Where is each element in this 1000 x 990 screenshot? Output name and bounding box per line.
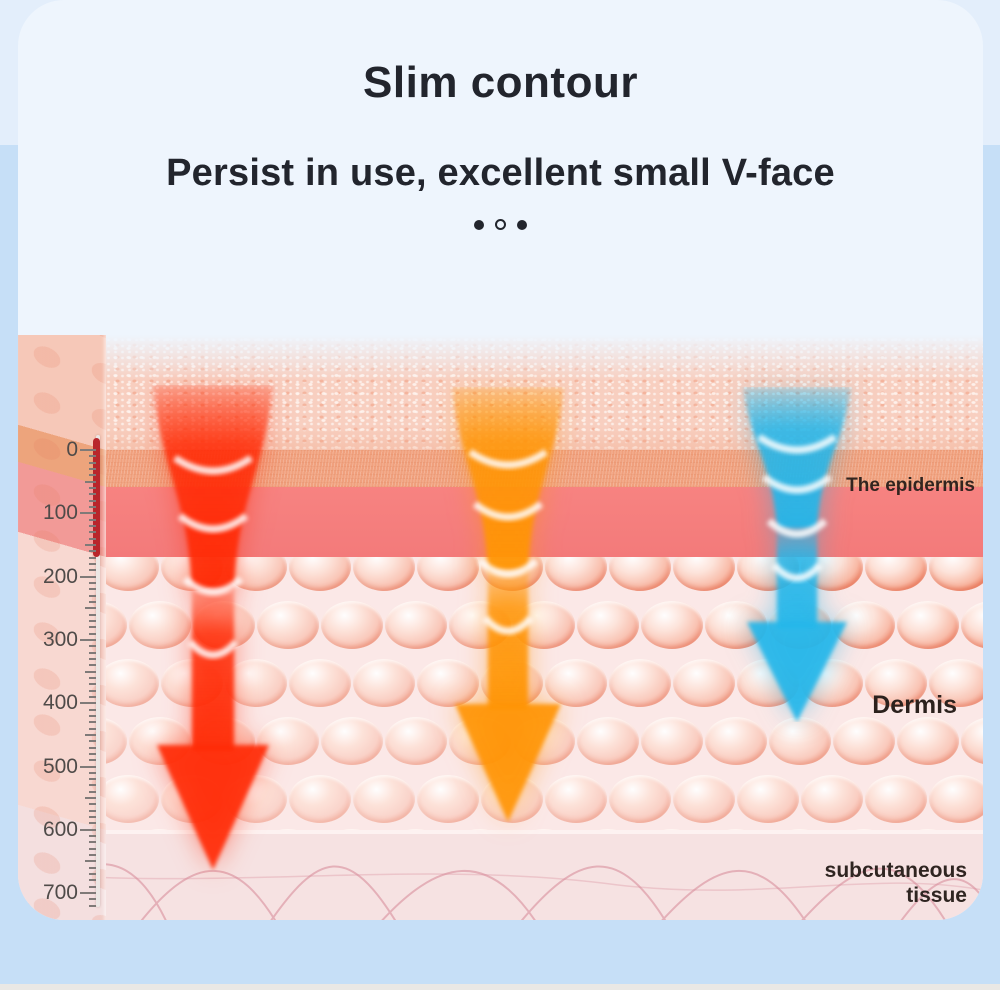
dermis-cell	[257, 601, 319, 649]
dermis-cell	[929, 659, 983, 707]
dermis-cell	[801, 775, 863, 823]
dermis-cell	[257, 717, 319, 765]
dermis-cell	[225, 659, 287, 707]
page-title: Slim contour	[363, 58, 638, 107]
dermis-cell	[929, 775, 983, 823]
blue-energy-arrow	[743, 387, 851, 722]
dermis-cell	[897, 601, 959, 649]
dermis-cell	[961, 717, 983, 765]
dermis-cell	[577, 601, 639, 649]
subcutaneous-label-line2: tissue	[906, 884, 967, 907]
dermis-cell	[961, 601, 983, 649]
dermis-cell	[129, 829, 191, 830]
dermis-cell	[97, 775, 159, 823]
open-dot-icon	[495, 219, 506, 230]
dermis-cell	[705, 717, 767, 765]
orange-energy-arrow	[452, 387, 564, 822]
dermis-cell	[609, 659, 671, 707]
dermis-cell	[833, 717, 895, 765]
dermis-cell	[577, 717, 639, 765]
dermis-cell	[97, 659, 159, 707]
dermis-cell	[897, 829, 959, 830]
page-subtitle: Persist in use, excellent small V-face	[166, 152, 835, 194]
dermis-cell	[129, 601, 191, 649]
dermis-cell	[865, 659, 927, 707]
dermis-cell	[833, 829, 895, 830]
dermis-cell	[353, 659, 415, 707]
dermis-label: Dermis	[872, 691, 957, 719]
dermis-cell	[321, 601, 383, 649]
dermis-cell	[385, 829, 447, 830]
subcutaneous-label: subcutaneous tissue	[825, 858, 967, 908]
cube-side-face	[18, 335, 106, 920]
content-card: Slim contour Persist in use, excellent s…	[18, 0, 983, 920]
dermis-cell	[577, 829, 639, 830]
subcutaneous-label-line1: subcutaneous	[824, 859, 967, 882]
dermis-cell	[417, 659, 479, 707]
dermis-cell	[673, 659, 735, 707]
dermis-cell	[641, 601, 703, 649]
dermis-cell	[769, 829, 831, 830]
dermis-cell	[385, 717, 447, 765]
dermis-cell	[641, 829, 703, 830]
skin-cross-section-diagram: 0 100 200 300 400 500 600 700	[18, 335, 983, 920]
dermis-cell	[609, 775, 671, 823]
subcutaneous-layer	[18, 830, 983, 920]
separator-dots	[18, 219, 983, 230]
dermis-cell	[353, 557, 415, 591]
dermis-cell	[609, 557, 671, 591]
dermis-cell	[897, 717, 959, 765]
dermis-cell	[449, 829, 511, 830]
dermis-cell	[673, 775, 735, 823]
dermis-cell	[865, 775, 927, 823]
dermis-cell	[289, 659, 351, 707]
filled-dot-icon	[517, 219, 527, 230]
epidermis-label: The epidermis	[846, 475, 975, 496]
dermis-cell	[929, 557, 983, 591]
dermis-cell	[769, 717, 831, 765]
background-bottom-strip	[0, 984, 1000, 990]
dermis-cell	[289, 557, 351, 591]
dermis-cell	[321, 717, 383, 765]
dermis-cell	[353, 775, 415, 823]
red-energy-arrow	[153, 385, 273, 870]
dermis-cell	[737, 775, 799, 823]
dermis-cell	[289, 775, 351, 823]
dermis-cell	[321, 829, 383, 830]
dermis-cell	[513, 829, 575, 830]
dermis-cell	[545, 659, 607, 707]
dermis-cell	[257, 829, 319, 830]
dermis-cell	[961, 829, 983, 830]
dermis-cell	[417, 775, 479, 823]
dermis-cell	[545, 775, 607, 823]
dermis-cell	[705, 829, 767, 830]
filled-dot-icon	[474, 219, 484, 230]
dermis-cell	[641, 717, 703, 765]
dermis-cell	[385, 601, 447, 649]
